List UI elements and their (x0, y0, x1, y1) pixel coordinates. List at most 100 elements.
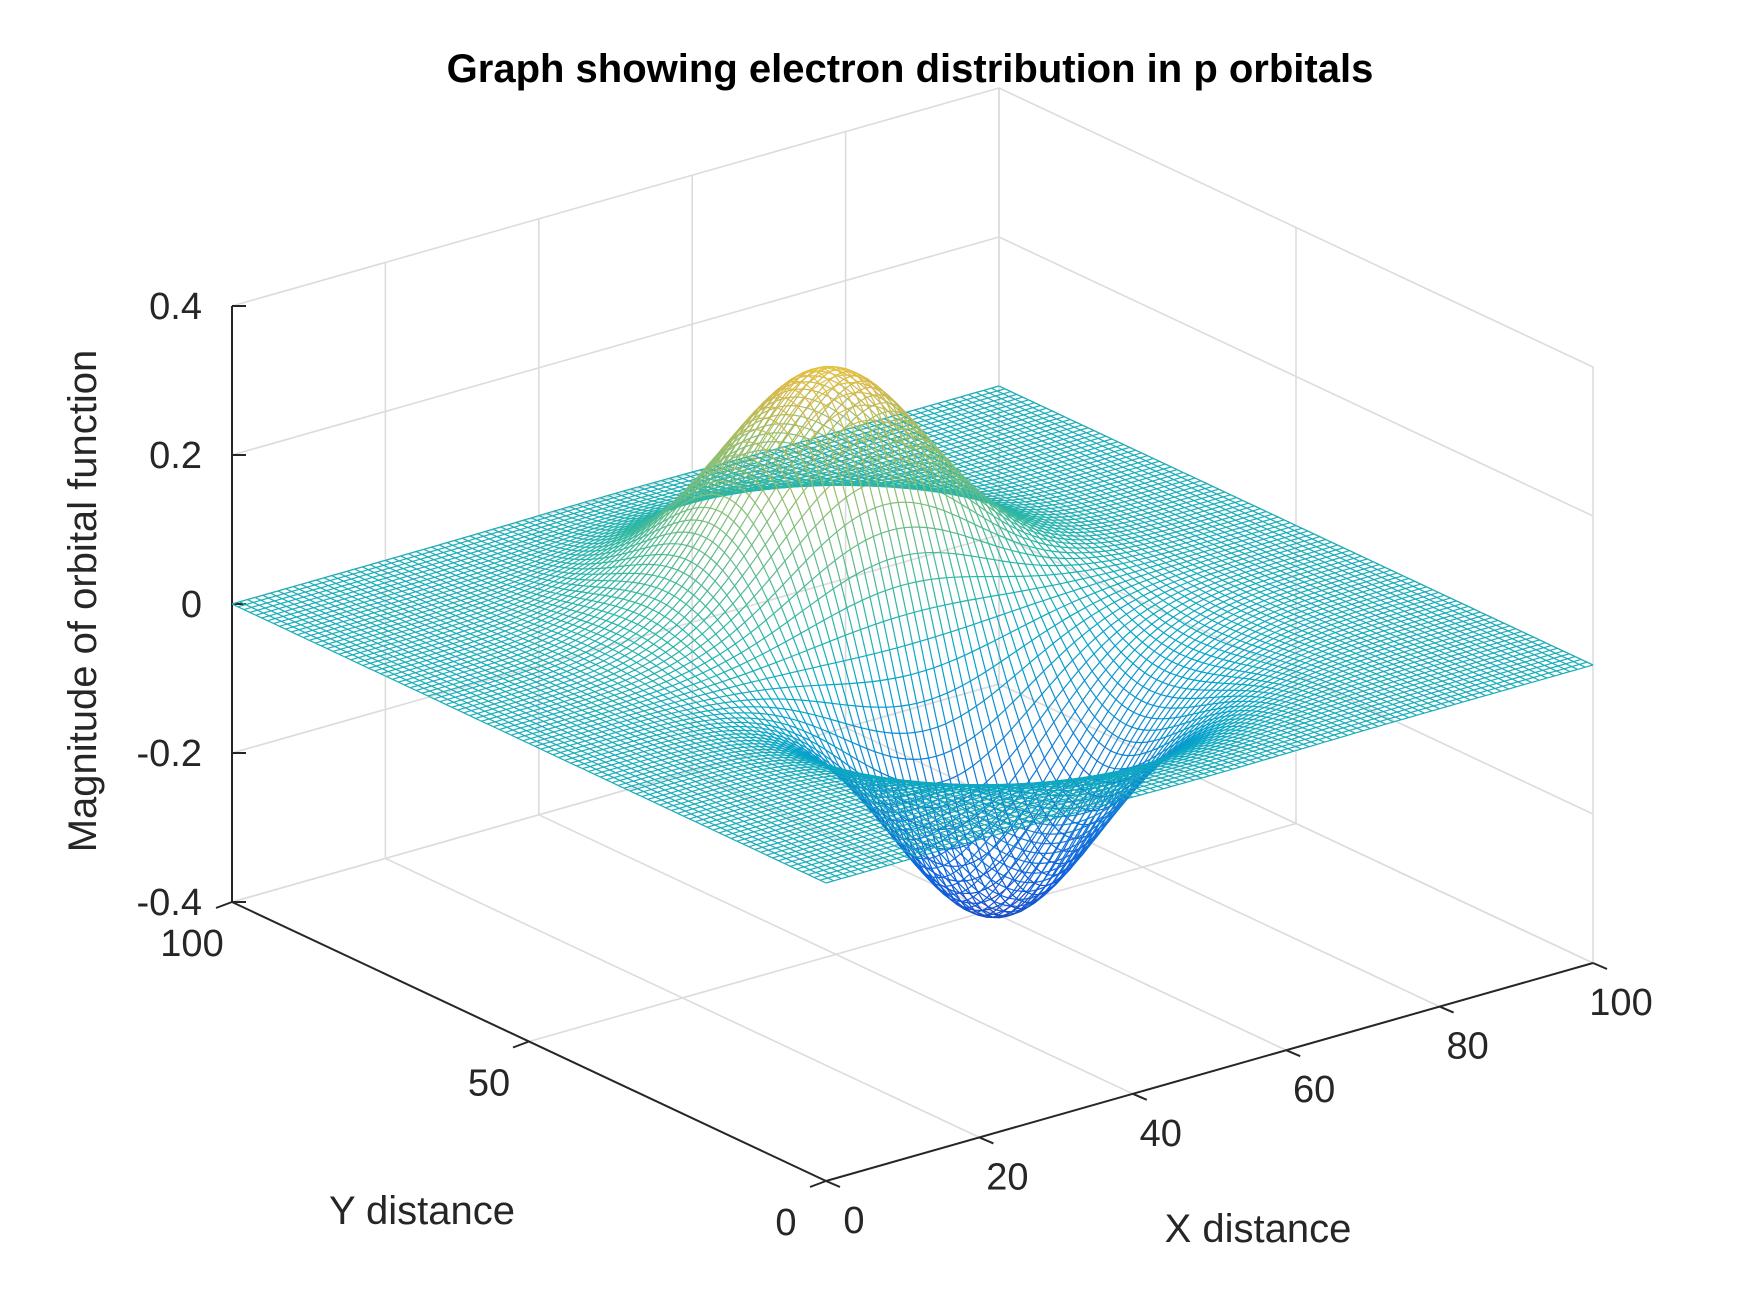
surface-mesh-line-x (1160, 493, 1169, 498)
x-tick-mark (1132, 1092, 1148, 1101)
surface-mesh-line-x (493, 683, 502, 687)
surface-mesh-line-x (599, 548, 608, 555)
surface-mesh-line-x (479, 582, 488, 586)
surface-mesh-line-x (636, 657, 645, 664)
surface-mesh-line-x (573, 591, 582, 598)
surface-mesh-line-x (288, 598, 296, 603)
surface-mesh-line-x (1092, 450, 1101, 454)
surface-mesh-line-x (1008, 416, 1016, 420)
surface-mesh-line-x (752, 511, 762, 525)
surface-mesh-line-x (580, 614, 589, 621)
surface-mesh-line-x (606, 511, 615, 516)
surface-mesh-line-x (1210, 488, 1219, 492)
surface-mesh-line-x (668, 494, 677, 498)
surface-mesh-line-x (669, 569, 679, 581)
surface-mesh-line-x (1091, 511, 1100, 514)
surface-mesh-line-x (981, 472, 990, 475)
surface-mesh-line-x (586, 616, 595, 623)
surface-mesh-line-x (1148, 470, 1157, 474)
surface-mesh-line-x (1158, 481, 1167, 485)
surface-mesh-line-x (413, 634, 422, 638)
surface-mesh-line-x (1090, 437, 1099, 442)
surface-mesh-line-x (530, 535, 538, 540)
surface-mesh-line-x (644, 609, 654, 618)
surface-mesh-line-x (382, 625, 391, 629)
surface-mesh-line-x (1109, 519, 1118, 523)
surface-mesh-line-x (434, 673, 443, 677)
surface-mesh-line-x (793, 431, 802, 443)
surface-mesh-line-x (1166, 536, 1175, 540)
surface-mesh-line-x (1161, 551, 1170, 555)
surface-mesh-line-x (1092, 526, 1101, 529)
surface-mesh-line-x (473, 620, 482, 624)
surface-mesh-line-x (404, 641, 413, 645)
surface-mesh-line-x (1052, 503, 1061, 506)
surface-mesh-line-x (1136, 521, 1145, 525)
surface-mesh-line-x (513, 600, 522, 605)
surface-mesh-line-x (512, 709, 520, 713)
surface-mesh-line-x (422, 609, 431, 613)
surface-mesh-line-x (299, 586, 308, 590)
surface-mesh-line-x (1037, 541, 1046, 545)
surface-mesh-line-x (1057, 490, 1066, 494)
surface-mesh-line-x (664, 685, 673, 690)
surface-mesh-line-x (1244, 510, 1253, 514)
surface-mesh-line-x (792, 542, 801, 553)
y-tick-mark (215, 901, 233, 909)
surface-mesh-line-x (808, 623, 817, 630)
surface-mesh-line-x (598, 676, 607, 681)
surface-mesh-line-x (957, 404, 966, 408)
surface-mesh-line-x (392, 636, 401, 640)
surface-mesh-line-x (335, 621, 344, 625)
surface-mesh-line-x (965, 535, 974, 540)
surface-mesh-line-x (1003, 547, 1012, 551)
surface-mesh-line-x (1089, 499, 1098, 503)
surface-mesh-line-x (362, 564, 371, 568)
surface-mesh-line-x (723, 540, 733, 553)
surface-mesh-line-x (1078, 432, 1087, 436)
surface-mesh-line-x (389, 663, 398, 668)
surface-mesh-line-x (1169, 509, 1178, 513)
surface-mesh-line-x (829, 413, 839, 420)
surface-mesh-line-x (581, 585, 590, 593)
surface-mesh-line-x (500, 703, 509, 708)
surface-mesh-line-x (524, 732, 533, 737)
surface-mesh-line-x (450, 668, 459, 673)
surface-mesh-line-x (602, 630, 611, 637)
surface-mesh-line-x (938, 436, 947, 440)
surface-mesh-line-x (817, 432, 826, 437)
surface-mesh-line-x (661, 580, 671, 591)
surface-mesh-line-x (920, 410, 929, 414)
surface-mesh-line-x (577, 651, 586, 657)
surface-mesh-line-x (595, 707, 604, 712)
surface-mesh-line-x (545, 565, 554, 570)
surface-mesh-line-x (814, 643, 823, 648)
surface-mesh-line-x (603, 551, 612, 559)
surface-mesh-line-x (328, 640, 337, 645)
surface-mesh-line-x (756, 637, 765, 644)
surface-mesh-line-x (550, 698, 559, 702)
surface-mesh-line-x (638, 606, 648, 616)
surface-mesh-line-x (334, 643, 343, 647)
surface-mesh-line-x (481, 577, 490, 581)
surface-mesh-line-x (1093, 542, 1102, 544)
surface-mesh-line-x (594, 580, 604, 588)
surface-mesh-line-x (356, 619, 365, 623)
surface-mesh-line-x (728, 473, 737, 477)
surface-mesh-line-x (667, 582, 677, 594)
surface-mesh-line-x (272, 603, 281, 607)
surface-mesh-line-x (1104, 456, 1113, 460)
surface-mesh-line-x (483, 533, 492, 537)
surface-mesh-line-x (698, 651, 707, 658)
surface-mesh-line-x (481, 594, 491, 599)
surface-mesh-line-x (304, 612, 313, 616)
surface-mesh-line-x (998, 463, 1007, 467)
surface-mesh-line-x (1219, 504, 1228, 508)
surface-mesh-line-x (415, 687, 424, 692)
surface-mesh-line-x (1232, 527, 1240, 531)
surface-mesh-line-x (537, 628, 547, 633)
surface-mesh-line-x (641, 554, 651, 565)
surface-mesh-line-x (994, 491, 1002, 494)
surface-mesh-line-x (682, 621, 691, 631)
surface-mesh-line-x (970, 499, 979, 507)
